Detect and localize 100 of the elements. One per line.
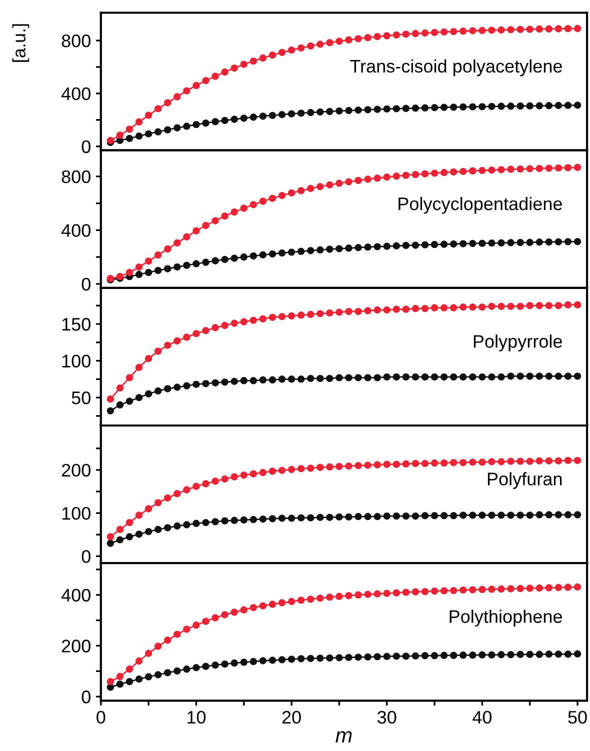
point <box>421 29 429 37</box>
point <box>316 374 324 382</box>
point <box>154 671 162 678</box>
point <box>164 385 172 392</box>
point <box>374 374 381 382</box>
point <box>488 239 496 247</box>
point <box>507 585 514 592</box>
point <box>336 513 343 521</box>
point <box>345 244 352 252</box>
point <box>221 660 228 668</box>
point <box>164 265 172 272</box>
point <box>192 622 200 629</box>
point <box>259 657 267 664</box>
point <box>574 238 582 246</box>
point <box>259 251 267 258</box>
point <box>250 201 258 208</box>
point <box>183 87 190 94</box>
point <box>450 586 458 594</box>
point <box>230 64 238 72</box>
point <box>507 302 514 310</box>
point <box>545 25 553 33</box>
point <box>288 46 296 54</box>
point <box>259 468 267 476</box>
point <box>469 167 476 175</box>
point <box>574 164 582 172</box>
point <box>516 102 524 110</box>
point <box>240 204 248 212</box>
point <box>460 586 467 594</box>
point <box>154 499 162 506</box>
point <box>478 303 486 311</box>
point <box>440 587 448 594</box>
point <box>564 25 572 32</box>
point <box>326 374 334 382</box>
point <box>430 28 438 36</box>
point <box>374 243 381 250</box>
point <box>564 301 572 308</box>
point <box>250 114 258 121</box>
point <box>326 39 334 46</box>
point <box>478 373 486 381</box>
point <box>536 25 543 33</box>
point <box>174 263 181 271</box>
point <box>516 512 524 519</box>
point <box>288 248 296 256</box>
point <box>174 630 181 638</box>
point <box>174 239 181 247</box>
point <box>536 302 543 310</box>
point <box>516 458 524 465</box>
point <box>288 376 296 383</box>
point <box>364 590 372 598</box>
point <box>402 30 410 38</box>
point <box>488 166 496 174</box>
point <box>240 60 248 68</box>
point <box>126 374 134 382</box>
point <box>297 376 305 383</box>
point <box>288 656 296 663</box>
point <box>421 652 429 660</box>
y-tick-label: 200 <box>62 640 90 652</box>
point <box>144 268 152 276</box>
point <box>364 243 372 251</box>
point <box>498 102 505 110</box>
point <box>554 164 562 172</box>
point <box>564 511 572 518</box>
point <box>498 239 505 247</box>
point <box>336 180 343 187</box>
point <box>106 678 114 686</box>
point <box>536 238 543 246</box>
point <box>192 330 200 338</box>
point <box>383 652 390 660</box>
point <box>478 458 486 466</box>
point <box>421 373 429 381</box>
point <box>354 308 362 316</box>
point <box>278 656 286 664</box>
point <box>450 168 458 176</box>
point <box>345 178 352 186</box>
point <box>297 110 305 117</box>
point <box>212 478 219 485</box>
point <box>412 652 420 660</box>
point <box>126 518 134 526</box>
point <box>460 512 467 519</box>
point <box>192 520 200 528</box>
x-tick-label: 0 <box>96 710 106 724</box>
point <box>383 590 390 597</box>
point <box>516 238 524 246</box>
point <box>354 244 362 252</box>
point <box>545 650 553 658</box>
point <box>564 238 572 246</box>
point <box>126 533 134 540</box>
point <box>174 490 181 498</box>
point <box>402 512 410 520</box>
point <box>240 516 248 524</box>
point <box>450 28 458 36</box>
point <box>412 170 420 178</box>
point <box>202 480 210 488</box>
point <box>469 512 476 519</box>
point <box>554 238 562 246</box>
point <box>221 68 228 76</box>
point <box>554 650 562 658</box>
point <box>516 165 524 173</box>
point <box>498 166 505 174</box>
point <box>174 667 181 675</box>
